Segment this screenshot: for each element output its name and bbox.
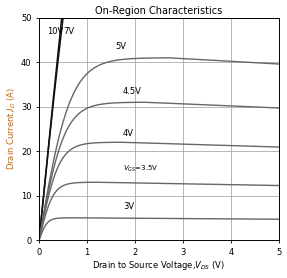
Text: 10V: 10V [47, 27, 63, 36]
X-axis label: Drain to Source Voltage,$V_{DS}$ (V): Drain to Source Voltage,$V_{DS}$ (V) [92, 259, 226, 272]
Text: 4V: 4V [123, 129, 134, 138]
Title: On-Region Characteristics: On-Region Characteristics [95, 6, 223, 16]
Text: 7V: 7V [63, 27, 74, 36]
Y-axis label: Drain Current,$I_D$ (A): Drain Current,$I_D$ (A) [5, 87, 18, 170]
Text: 5V: 5V [116, 42, 127, 51]
Text: 4.5V: 4.5V [123, 86, 142, 96]
Text: $V_{GS}$=3.5V: $V_{GS}$=3.5V [123, 164, 159, 174]
Text: 3V: 3V [123, 202, 134, 211]
